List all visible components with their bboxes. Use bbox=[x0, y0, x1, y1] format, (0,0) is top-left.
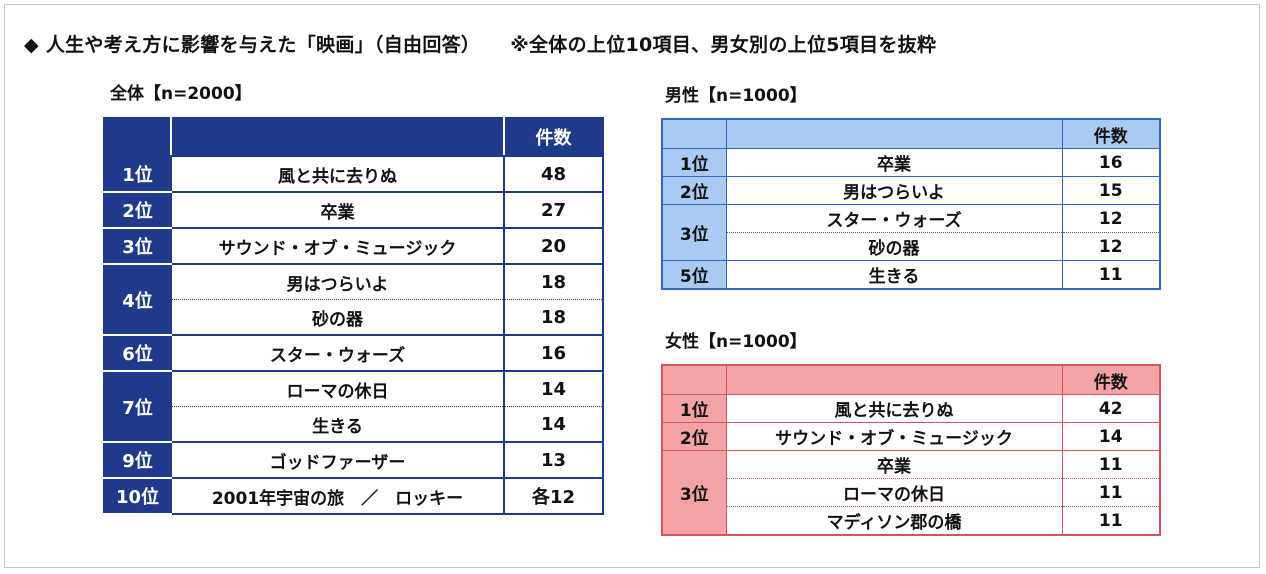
table-row: 生きる 14 bbox=[104, 406, 604, 443]
count-cell: 13 bbox=[503, 441, 604, 479]
title-cell: ローマの休日 bbox=[170, 370, 505, 407]
table-row: 6位 スター・ウォーズ 16 bbox=[103, 334, 604, 372]
count-cell: 14 bbox=[1061, 422, 1161, 451]
rank-cell: 3位 bbox=[661, 450, 727, 536]
count-cell: 各12 bbox=[503, 477, 604, 515]
count-cell: 18 bbox=[503, 299, 604, 336]
female-label: 女性【n=1000】 bbox=[665, 332, 807, 352]
rank-cell: 1位 bbox=[661, 394, 727, 423]
overall-ranking-table: 件数 1位 風と共に去りぬ 48 2位 卒業 27 3位 サウンド・オブ・ミュー… bbox=[103, 117, 604, 515]
count-cell: 16 bbox=[503, 334, 604, 372]
table-row: 2位 サウンド・オブ・ミュージック 14 bbox=[661, 422, 1161, 451]
table-row: 2位 卒業 27 bbox=[103, 191, 604, 229]
title-cell: ゴッドファーザー bbox=[170, 441, 505, 479]
count-cell: 14 bbox=[503, 406, 604, 443]
rank-header bbox=[103, 117, 172, 157]
table-row: ローマの休日 11 bbox=[662, 478, 1161, 507]
rank-cell: 10位 bbox=[103, 477, 172, 515]
table-row: 3位 サウンド・オブ・ミュージック 20 bbox=[103, 227, 604, 265]
table-row: 3位 卒業 11 bbox=[661, 450, 1161, 536]
rank-cell: 3位 bbox=[661, 204, 727, 261]
rank-cell: 7位 bbox=[103, 370, 172, 443]
heading-title: ◆ 人生や考え方に影響を与えた「映画」（自由回答） bbox=[24, 34, 481, 56]
title-header bbox=[725, 118, 1063, 149]
table-header-row: 件数 bbox=[661, 364, 1161, 395]
count-cell: 16 bbox=[1061, 148, 1161, 177]
rank-header bbox=[661, 364, 727, 395]
count-cell: 27 bbox=[503, 191, 604, 229]
title-cell: サウンド・オブ・ミュージック bbox=[725, 422, 1063, 451]
rank-cell: 1位 bbox=[103, 155, 172, 193]
rank-cell: 9位 bbox=[103, 441, 172, 479]
rank-cell: 4位 bbox=[103, 263, 172, 336]
count-cell: 12 bbox=[1061, 232, 1161, 261]
table-row: 4位 男はつらいよ 18 bbox=[103, 263, 604, 336]
title-cell: 風と共に去りぬ bbox=[725, 394, 1063, 423]
overall-label: 全体【n=2000】 bbox=[110, 84, 252, 104]
rank-cell: 2位 bbox=[103, 191, 172, 229]
table-row: 10位 2001年宇宙の旅 ／ ロッキー 各12 bbox=[103, 477, 604, 515]
table-row: 1位 卒業 16 bbox=[661, 148, 1161, 177]
heading-note: ※全体の上位10項目、男女別の上位5項目を抜粋 bbox=[510, 34, 937, 56]
table-row: 1位 風と共に去りぬ 48 bbox=[103, 155, 604, 193]
rank-cell: 2位 bbox=[661, 176, 727, 205]
table-row: 砂の器 12 bbox=[662, 232, 1161, 261]
count-cell: 11 bbox=[1061, 450, 1161, 479]
title-cell: スター・ウォーズ bbox=[170, 334, 505, 372]
count-header: 件数 bbox=[1061, 364, 1161, 395]
title-cell: スター・ウォーズ bbox=[725, 204, 1063, 233]
male-ranking-table: 件数 1位 卒業 16 2位 男はつらいよ 15 3位 スター・ウォーズ 12 … bbox=[661, 118, 1161, 290]
rank-cell: 6位 bbox=[103, 334, 172, 372]
count-cell: 15 bbox=[1061, 176, 1161, 205]
title-cell: マディソン郡の橋 bbox=[725, 506, 1063, 536]
rank-cell: 5位 bbox=[661, 260, 727, 290]
title-header bbox=[725, 364, 1063, 395]
title-cell: 卒業 bbox=[725, 450, 1063, 479]
title-cell: 生きる bbox=[725, 260, 1063, 290]
rank-cell: 2位 bbox=[661, 422, 727, 451]
title-cell: 男はつらいよ bbox=[170, 263, 505, 300]
title-cell: 砂の器 bbox=[170, 299, 505, 336]
title-cell: サウンド・オブ・ミュージック bbox=[170, 227, 505, 265]
count-cell: 11 bbox=[1061, 506, 1161, 536]
table-row: 1位 風と共に去りぬ 42 bbox=[661, 394, 1161, 423]
title-cell: 男はつらいよ bbox=[725, 176, 1063, 205]
count-cell: 11 bbox=[1061, 260, 1161, 290]
count-cell: 48 bbox=[503, 155, 604, 193]
title-cell: 砂の器 bbox=[725, 232, 1063, 261]
count-header: 件数 bbox=[503, 117, 604, 157]
count-header: 件数 bbox=[1061, 118, 1161, 149]
title-cell: 2001年宇宙の旅 ／ ロッキー bbox=[170, 477, 505, 515]
table-row: 9位 ゴッドファーザー 13 bbox=[103, 441, 604, 479]
count-cell: 14 bbox=[503, 370, 604, 407]
table-header-row: 件数 bbox=[661, 118, 1161, 149]
title-cell: 卒業 bbox=[725, 148, 1063, 177]
rank-cell: 1位 bbox=[661, 148, 727, 177]
table-row: 砂の器 18 bbox=[104, 299, 604, 336]
male-label: 男性【n=1000】 bbox=[665, 86, 807, 106]
female-ranking-table: 件数 1位 風と共に去りぬ 42 2位 サウンド・オブ・ミュージック 14 3位… bbox=[661, 364, 1161, 536]
title-cell: 卒業 bbox=[170, 191, 505, 229]
count-cell: 11 bbox=[1061, 478, 1161, 507]
table-row: 2位 男はつらいよ 15 bbox=[661, 176, 1161, 205]
count-cell: 12 bbox=[1061, 204, 1161, 233]
title-cell: ローマの休日 bbox=[725, 478, 1063, 507]
title-header bbox=[170, 117, 505, 157]
figure-heading: ◆ 人生や考え方に影響を与えた「映画」（自由回答） ※全体の上位10項目、男女別の… bbox=[24, 30, 936, 57]
rank-cell: 3位 bbox=[103, 227, 172, 265]
count-cell: 18 bbox=[503, 263, 604, 300]
table-row: 5位 生きる 11 bbox=[661, 260, 1161, 290]
table-row: 3位 スター・ウォーズ 12 bbox=[661, 204, 1161, 261]
title-cell: 風と共に去りぬ bbox=[170, 155, 505, 193]
title-cell: 生きる bbox=[170, 406, 505, 443]
table-header-row: 件数 bbox=[103, 117, 604, 157]
count-cell: 42 bbox=[1061, 394, 1161, 423]
rank-header bbox=[661, 118, 727, 149]
table-row: マディソン郡の橋 11 bbox=[662, 506, 1161, 536]
table-row: 7位 ローマの休日 14 bbox=[103, 370, 604, 443]
count-cell: 20 bbox=[503, 227, 604, 265]
